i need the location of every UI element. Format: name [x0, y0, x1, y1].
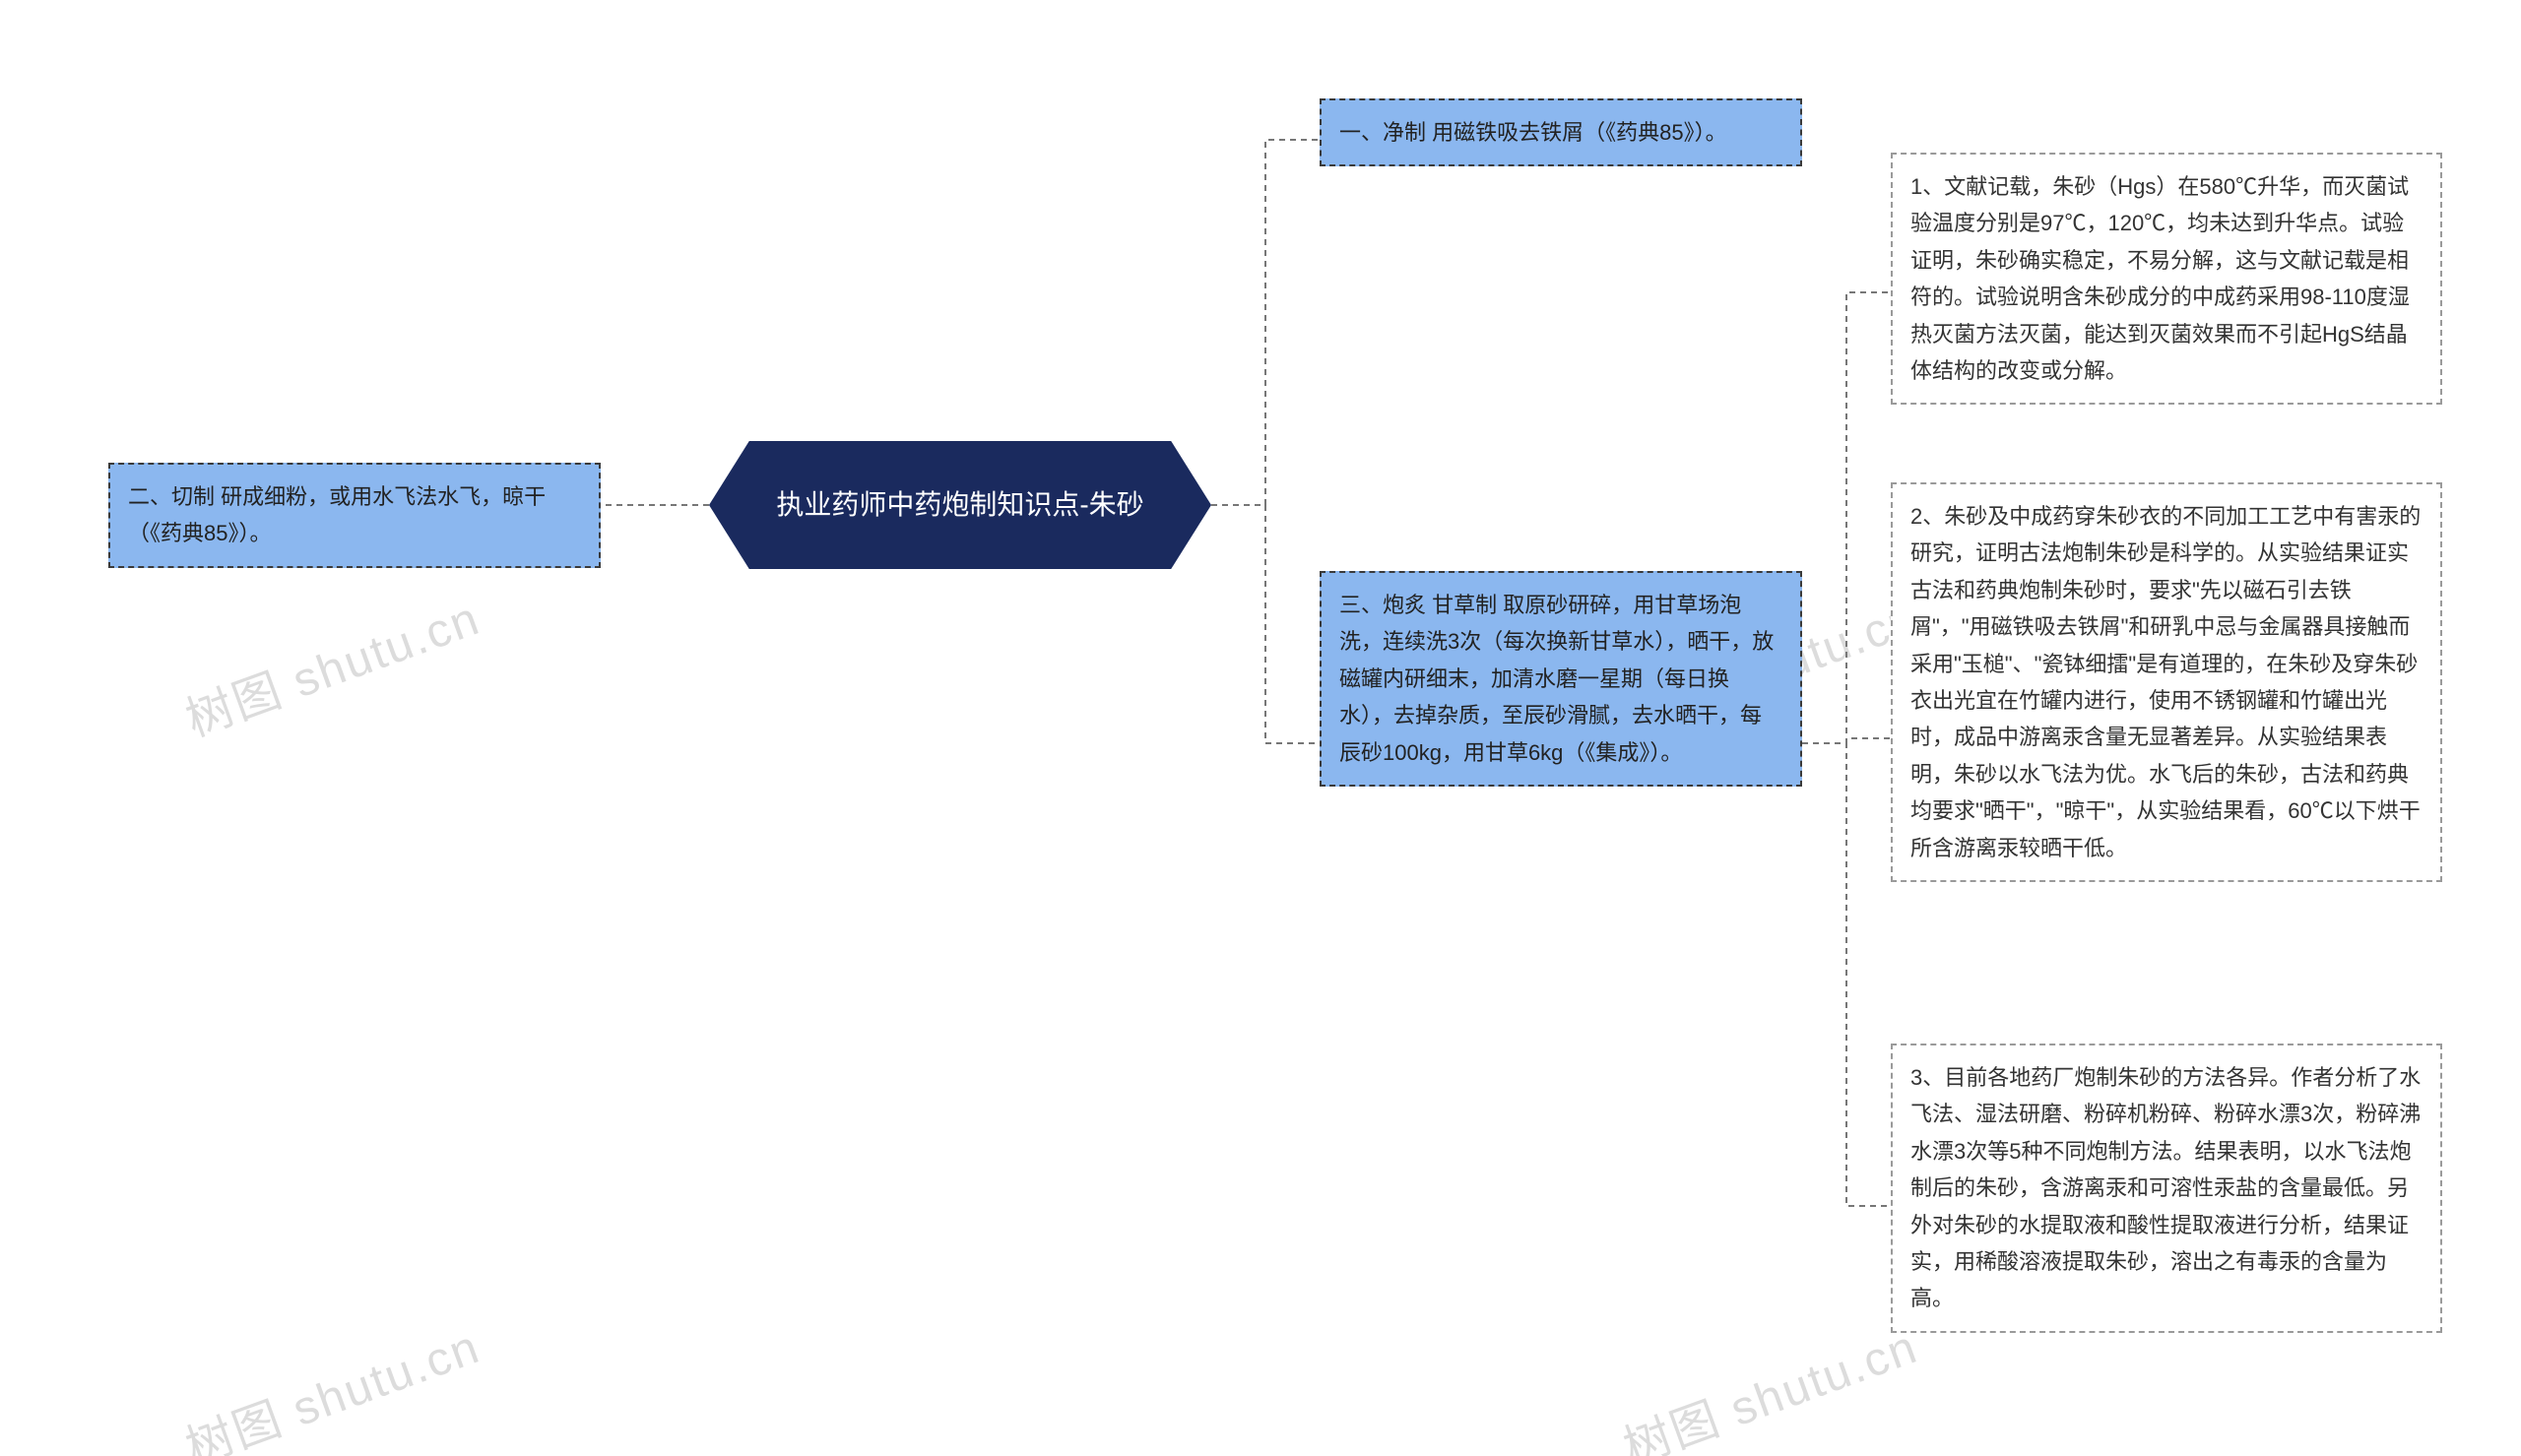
connector: [1802, 743, 1891, 1206]
root-label: 执业药师中药炮制知识点-朱砂: [776, 484, 1143, 526]
node-section-1[interactable]: 一、净制 用磁铁吸去铁屑（《药典85》）。: [1320, 98, 1802, 166]
connector: [1211, 140, 1320, 505]
node-text: 2、朱砂及中成药穿朱砂衣的不同加工工艺中有害汞的研究，证明古法炮制朱砂是科学的。…: [1910, 504, 2421, 860]
node-detail-2[interactable]: 2、朱砂及中成药穿朱砂衣的不同加工工艺中有害汞的研究，证明古法炮制朱砂是科学的。…: [1891, 482, 2442, 882]
connector: [1802, 738, 1891, 743]
watermark: 树图 shutu.cn: [1612, 1308, 1925, 1456]
node-text: 三、炮炙 甘草制 取原砂研碎，用甘草场泡洗，连续洗3次（每次换新甘草水），晒干，…: [1339, 593, 1774, 765]
node-text: 一、净制 用磁铁吸去铁屑（《药典85》）。: [1339, 120, 1727, 145]
watermark: 树图 shutu.cn: [174, 580, 487, 750]
node-section-2[interactable]: 二、切制 研成细粉，或用水飞法水飞，晾干（《药典85》）。: [108, 463, 601, 568]
node-section-3[interactable]: 三、炮炙 甘草制 取原砂研碎，用甘草场泡洗，连续洗3次（每次换新甘草水），晒干，…: [1320, 571, 1802, 787]
node-text: 3、目前各地药厂炮制朱砂的方法各异。作者分析了水飞法、湿法研磨、粉碎机粉碎、粉碎…: [1910, 1065, 2421, 1310]
root-node[interactable]: 执业药师中药炮制知识点-朱砂: [709, 441, 1211, 569]
node-detail-3[interactable]: 3、目前各地药厂炮制朱砂的方法各异。作者分析了水飞法、湿法研磨、粉碎机粉碎、粉碎…: [1891, 1044, 2442, 1333]
connector: [1211, 505, 1320, 743]
node-text: 二、切制 研成细粉，或用水飞法水飞，晾干（《药典85》）。: [128, 484, 546, 545]
node-detail-1[interactable]: 1、文献记载，朱砂（Hgs）在580℃升华，而灭菌试验温度分别是97℃，120℃…: [1891, 153, 2442, 405]
node-text: 1、文献记载，朱砂（Hgs）在580℃升华，而灭菌试验温度分别是97℃，120℃…: [1910, 174, 2410, 383]
connector: [1802, 292, 1891, 743]
watermark: 树图 shutu.cn: [174, 1308, 487, 1456]
